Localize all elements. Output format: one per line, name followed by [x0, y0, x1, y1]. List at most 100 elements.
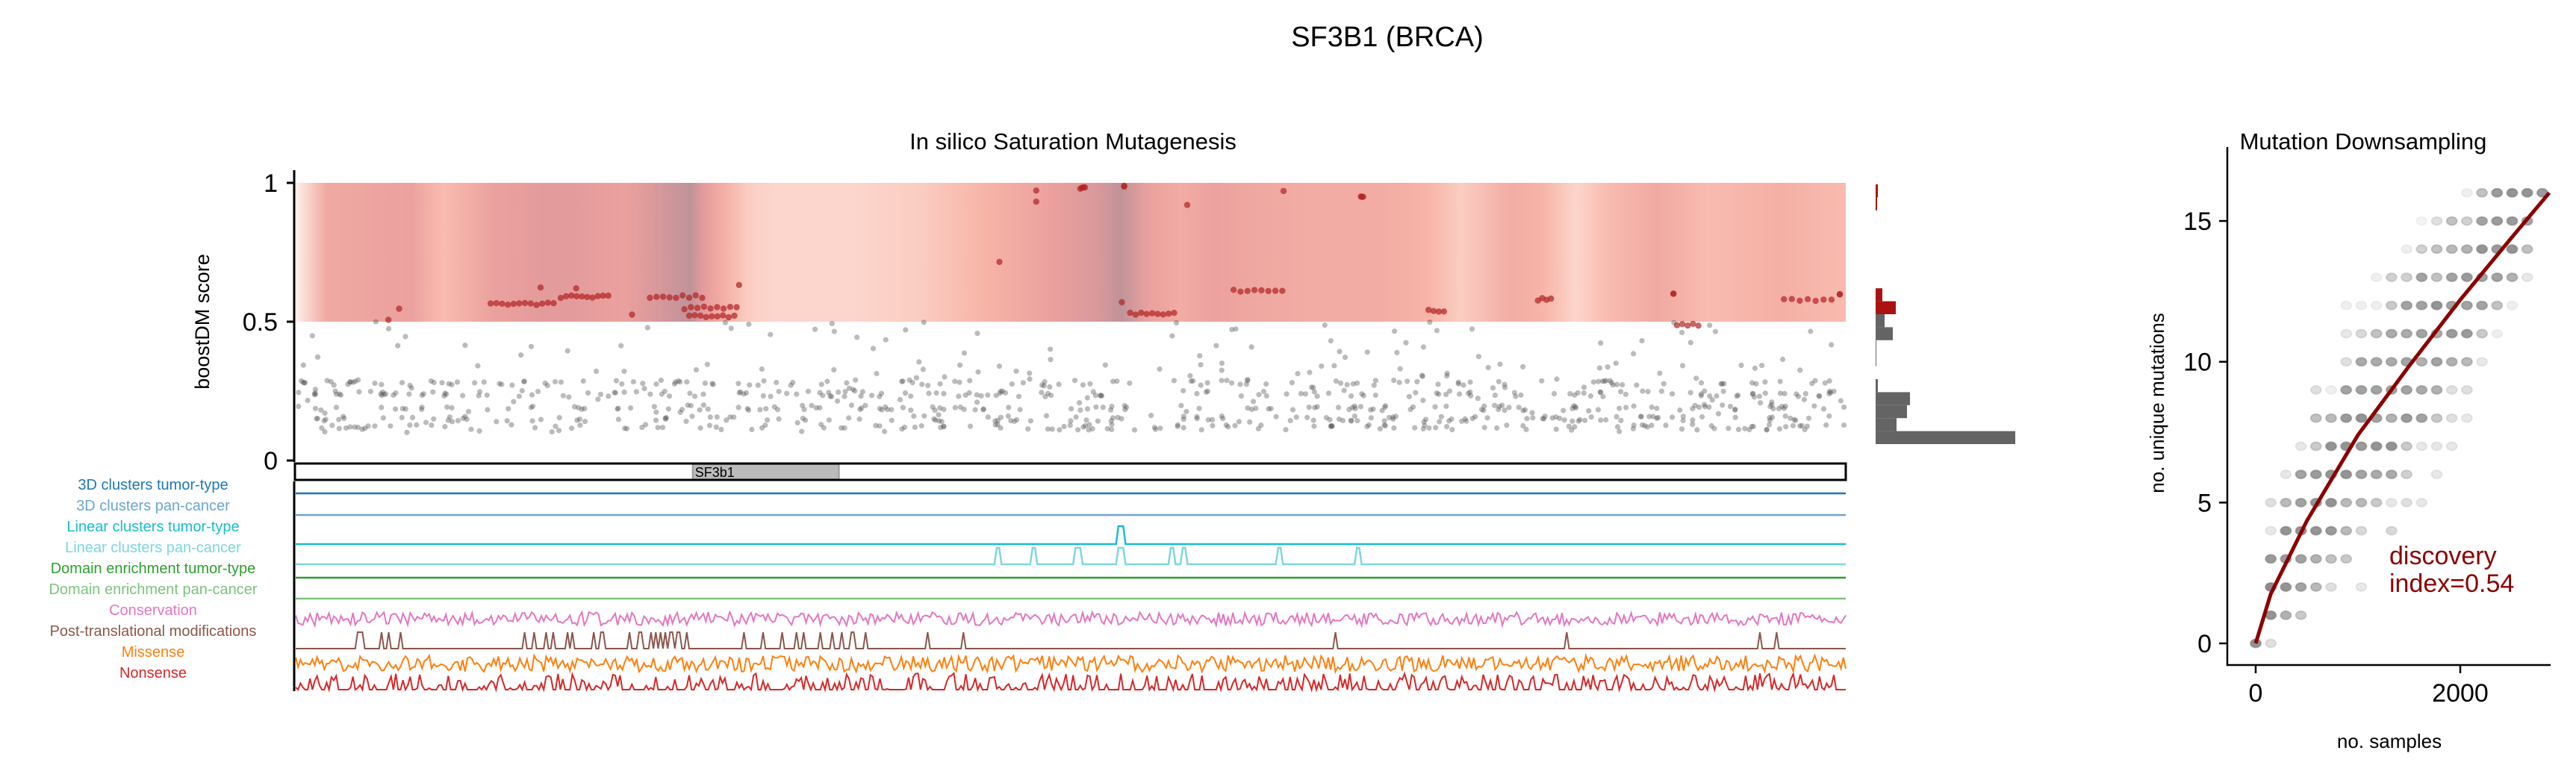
passenger-point [300, 362, 306, 368]
passenger-point [1253, 405, 1259, 411]
passenger-point [419, 406, 425, 413]
passenger-point [700, 402, 707, 408]
passenger-point [1057, 427, 1063, 433]
passenger-point [836, 389, 841, 396]
passenger-point [1379, 408, 1385, 413]
passenger-point [1351, 403, 1357, 409]
driver-point [1679, 321, 1686, 328]
passenger-point [1341, 387, 1347, 393]
track-label: Domain enrichment tumor-type [51, 561, 256, 577]
passenger-point [666, 393, 673, 399]
passenger-point [1783, 424, 1789, 430]
passenger-point [1148, 413, 1154, 419]
passenger-point [399, 405, 405, 412]
downsampling-point [2370, 328, 2383, 339]
passenger-point [1756, 393, 1762, 399]
passenger-point [1575, 390, 1581, 396]
passenger-point [1359, 391, 1365, 397]
passenger-point [322, 410, 328, 416]
passenger-point [1382, 422, 1388, 428]
passenger-point [908, 408, 914, 413]
passenger-point [1769, 399, 1775, 405]
passenger-point [1354, 418, 1360, 424]
passenger-point [1102, 362, 1108, 368]
passenger-point [1518, 392, 1524, 398]
passenger-point [1826, 413, 1832, 419]
downsampling-point [2430, 384, 2443, 395]
passenger-point [1061, 423, 1067, 430]
passenger-point [653, 381, 659, 387]
passenger-point [1188, 378, 1194, 384]
passenger-point [1623, 405, 1629, 411]
passenger-point [1045, 426, 1051, 432]
histogram-bar-driver [1876, 288, 1882, 302]
passenger-point [1114, 378, 1120, 384]
passenger-point [1631, 351, 1637, 357]
track-label: Conservation [109, 602, 197, 619]
downsampling-point [2370, 300, 2383, 310]
passenger-point [846, 385, 853, 391]
passenger-point [1390, 416, 1396, 422]
driver-point [725, 313, 732, 321]
passenger-point [1084, 395, 1090, 401]
gene-domain-track: SF3b1 [293, 462, 1847, 481]
passenger-point [606, 393, 612, 399]
downsampling-point [2415, 272, 2428, 282]
driver-point [1033, 187, 1040, 194]
passenger-point [687, 390, 693, 396]
passenger-point [842, 389, 848, 395]
passenger-point [794, 419, 800, 426]
passenger-point [1541, 416, 1547, 422]
passenger-point [615, 406, 620, 412]
passenger-point [499, 381, 505, 387]
passenger-point [869, 393, 875, 399]
passenger-point [749, 426, 755, 433]
passenger-point [612, 390, 617, 396]
driver-point [544, 299, 551, 306]
passenger-point [597, 391, 604, 397]
passenger-point [1080, 382, 1086, 388]
passenger-point [1457, 391, 1463, 397]
track-label: Nonsense [119, 665, 187, 681]
passenger-point [621, 389, 627, 396]
passenger-point [1109, 404, 1115, 410]
passenger-point [713, 424, 719, 430]
passenger-point [952, 378, 958, 384]
passenger-point [1708, 422, 1714, 429]
passenger-point [1175, 423, 1180, 429]
passenger-point [1203, 389, 1210, 395]
passenger-point [813, 405, 819, 411]
passenger-point [1614, 381, 1620, 387]
passenger-point [1093, 404, 1099, 410]
passenger-point [576, 405, 582, 411]
driver-point [1684, 322, 1691, 329]
downsampling-point [2401, 244, 2413, 255]
downsampling-point [2430, 469, 2443, 480]
driver-point [573, 285, 579, 292]
passenger-point [707, 414, 713, 420]
downsampling-point [2385, 413, 2398, 423]
passenger-point [430, 389, 436, 395]
downsampling-point [2355, 497, 2368, 508]
passenger-point [460, 393, 466, 399]
passenger-point [962, 392, 968, 399]
passenger-point [1115, 414, 1121, 420]
track-line-post-translational-modifications [296, 631, 1846, 649]
passenger-point [774, 407, 781, 413]
passenger-point [333, 405, 340, 411]
passenger-point [1767, 415, 1773, 421]
passenger-point [1817, 393, 1823, 399]
passenger-point [556, 415, 562, 421]
histogram-bar-passenger [1876, 314, 1885, 328]
passenger-point [420, 391, 426, 397]
passenger-point [1386, 414, 1393, 421]
driver-point [527, 300, 534, 307]
passenger-point [835, 398, 841, 404]
downsampling-point [2295, 441, 2307, 452]
passenger-point [1381, 418, 1387, 424]
histogram-bar-passenger [1876, 392, 1910, 405]
passenger-point [862, 402, 868, 408]
passenger-point [882, 428, 888, 434]
driver-point [707, 305, 714, 312]
driver-point [1119, 299, 1125, 306]
